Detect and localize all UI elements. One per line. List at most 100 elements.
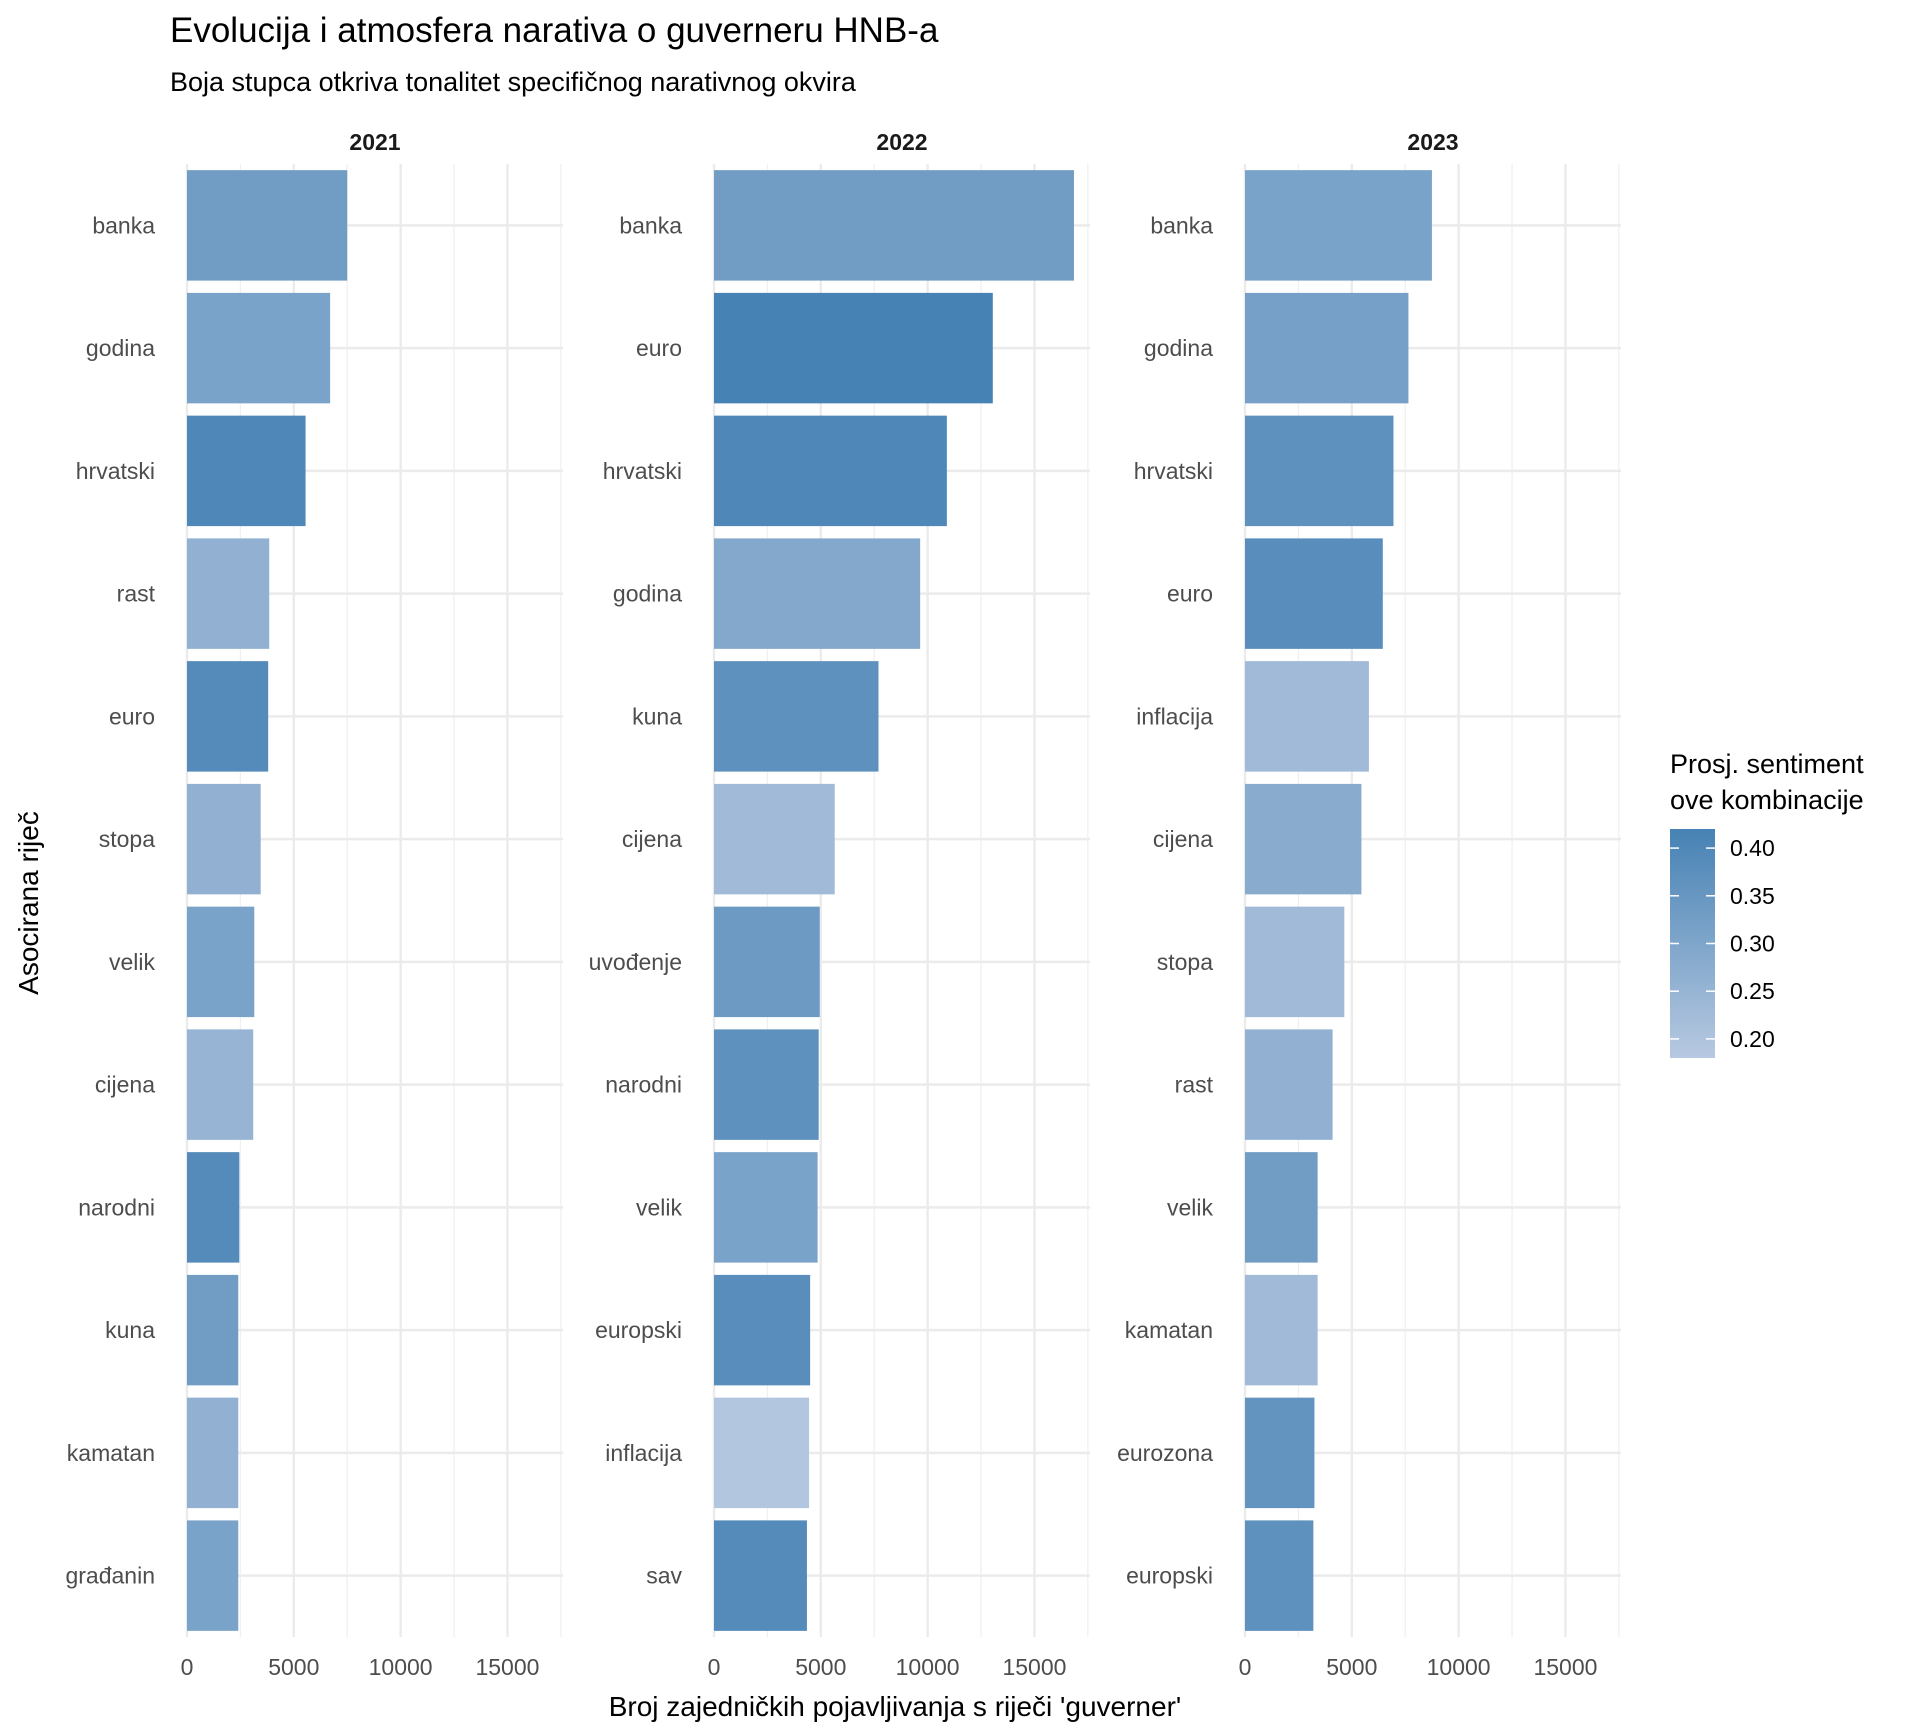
y-tick-label: stopa — [1157, 949, 1213, 975]
y-tick-label: inflacija — [1136, 703, 1213, 729]
bar — [187, 292, 331, 404]
x-tick-label: 10000 — [896, 1654, 960, 1680]
color-legend: Prosj. sentiment ove kombinacije 0.40 0.3… — [1670, 749, 1864, 1058]
legend-tick-label: 0.35 — [1730, 883, 1775, 909]
bar — [714, 292, 993, 404]
y-tick-label: hrvatski — [76, 458, 155, 484]
bar — [187, 783, 261, 895]
bar — [714, 1520, 807, 1631]
legend-title-line2: ove kombinacije — [1670, 785, 1864, 815]
y-axis-title: Asocirana riječ — [13, 811, 44, 995]
x-tick-label: 5000 — [1326, 1654, 1377, 1680]
facet-label: 2021 — [349, 129, 400, 155]
y-tick-label: rast — [117, 581, 156, 607]
bar — [1245, 661, 1369, 772]
bar — [1245, 415, 1394, 527]
bar — [187, 661, 269, 772]
bar — [187, 1029, 254, 1140]
y-tick-label: inflacija — [605, 1440, 682, 1466]
bar — [187, 538, 270, 649]
bar — [1245, 906, 1345, 1018]
y-tick-label: stopa — [99, 826, 155, 852]
x-tick-label: 15000 — [475, 1654, 539, 1680]
y-tick-label: sav — [646, 1563, 682, 1589]
y-tick-label: europski — [1126, 1563, 1213, 1589]
y-tick-label: banka — [619, 212, 682, 238]
y-tick-label: euro — [1167, 581, 1213, 607]
bar — [714, 1152, 818, 1263]
legend-tick-label: 0.30 — [1730, 931, 1775, 957]
panel-2023: 2023 banka godina hrvatski euro inflacija cije… — [1117, 129, 1621, 1680]
y-tick-label: hrvatski — [603, 458, 682, 484]
y-tick-label: godina — [1144, 335, 1213, 361]
y-tick-label: godina — [613, 581, 682, 607]
bar — [187, 1274, 239, 1386]
y-tick-label: narodni — [78, 1194, 155, 1220]
y-tick-label: eurozona — [1117, 1440, 1213, 1466]
bar — [187, 906, 255, 1018]
bar — [714, 783, 835, 895]
y-tick-label: narodni — [605, 1072, 682, 1098]
bar — [1245, 1397, 1315, 1509]
bar — [1245, 538, 1383, 649]
x-tick-label: 5000 — [795, 1654, 846, 1680]
bar — [1245, 1274, 1318, 1386]
x-tick-label: 0 — [708, 1654, 721, 1680]
chart-subtitle: Boja stupca otkriva tonalitet specifično… — [170, 67, 857, 97]
y-tick-label: kuna — [632, 703, 682, 729]
legend-tick-label: 0.20 — [1730, 1026, 1775, 1052]
bar — [1245, 1029, 1333, 1140]
bar — [187, 1397, 239, 1509]
bar — [714, 906, 820, 1018]
y-tick-label: velik — [636, 1194, 683, 1220]
y-tick-label: velik — [1167, 1194, 1214, 1220]
y-tick-label: građanin — [65, 1563, 155, 1589]
y-tick-label: europski — [595, 1317, 682, 1343]
y-tick-label: euro — [636, 335, 682, 361]
y-tick-label: banka — [92, 212, 155, 238]
legend-tick-label: 0.25 — [1730, 978, 1775, 1004]
x-tick-label: 15000 — [1533, 1654, 1597, 1680]
bar — [187, 170, 348, 281]
x-tick-label: 15000 — [1002, 1654, 1066, 1680]
bar — [714, 1397, 810, 1509]
bar — [1245, 292, 1409, 404]
bar — [714, 661, 879, 772]
bar — [1245, 783, 1362, 895]
bar — [714, 1029, 819, 1140]
y-tick-label: velik — [109, 949, 156, 975]
x-tick-label: 10000 — [1427, 1654, 1491, 1680]
y-tick-label: rast — [1175, 1072, 1214, 1098]
y-tick-label: kuna — [105, 1317, 155, 1343]
y-tick-label: godina — [86, 335, 155, 361]
bar — [1245, 170, 1432, 281]
facet-label: 2023 — [1407, 129, 1458, 155]
x-tick-label: 0 — [1239, 1654, 1252, 1680]
y-tick-label: uvođenje — [589, 949, 682, 975]
x-tick-label: 10000 — [369, 1654, 433, 1680]
bar — [714, 170, 1074, 281]
chart-title: Evolucija i atmosfera narativa o guverne… — [170, 11, 939, 50]
y-tick-label: cijena — [622, 826, 682, 852]
bar — [187, 1152, 240, 1263]
bar — [187, 1520, 239, 1631]
y-tick-label: kamatan — [1125, 1317, 1213, 1343]
panel-2021: 2021 banka godina hrvatski rast euro stopa veli… — [65, 129, 563, 1680]
bar — [714, 538, 921, 649]
y-tick-label: kamatan — [67, 1440, 155, 1466]
bar — [1245, 1520, 1314, 1631]
panel-2022: 2022 banka euro hrvatski godina kuna cijena uvo… — [589, 129, 1090, 1680]
bar — [714, 415, 947, 527]
y-tick-label: euro — [109, 703, 155, 729]
bar — [187, 415, 306, 527]
x-tick-label: 5000 — [268, 1654, 319, 1680]
bar — [1245, 1152, 1318, 1263]
y-tick-label: cijena — [95, 1072, 155, 1098]
legend-tick-label: 0.40 — [1730, 835, 1775, 861]
facet-panels: 2021 banka godina hrvatski rast euro stopa veli… — [65, 129, 1621, 1680]
x-tick-label: 0 — [181, 1654, 194, 1680]
x-axis-title: Broj zajedničkih pojavljivanja s riječi … — [609, 1691, 1182, 1722]
y-tick-label: hrvatski — [1134, 458, 1213, 484]
bar — [714, 1274, 811, 1386]
